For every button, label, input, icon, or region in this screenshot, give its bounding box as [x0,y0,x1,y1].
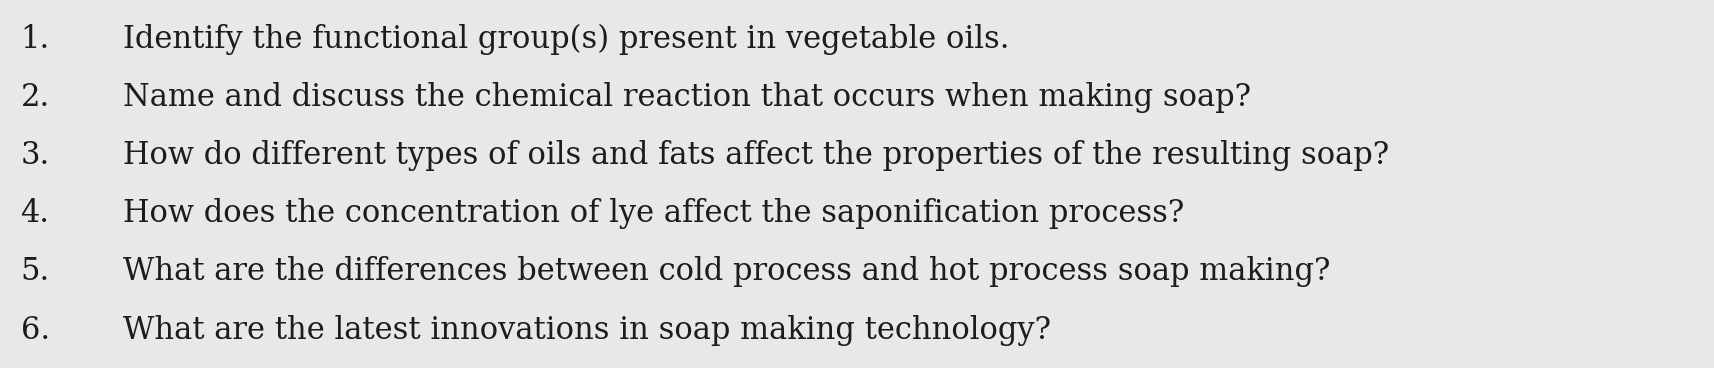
Text: How do different types of oils and fats affect the properties of the resulting s: How do different types of oils and fats … [123,140,1388,171]
Text: Name and discuss the chemical reaction that occurs when making soap?: Name and discuss the chemical reaction t… [123,82,1251,113]
Text: What are the differences between cold process and hot process soap making?: What are the differences between cold pr… [123,256,1330,287]
Text: How does the concentration of lye affect the saponification process?: How does the concentration of lye affect… [123,198,1184,229]
Text: Identify the functional group(s) present in vegetable oils.: Identify the functional group(s) present… [123,24,1010,55]
Text: 4.: 4. [21,198,50,229]
Text: 6.: 6. [21,315,50,346]
Text: What are the latest innovations in soap making technology?: What are the latest innovations in soap … [123,315,1051,346]
Text: 1.: 1. [21,24,50,55]
Text: 2.: 2. [21,82,50,113]
Text: 3.: 3. [21,140,50,171]
Text: 5.: 5. [21,256,50,287]
